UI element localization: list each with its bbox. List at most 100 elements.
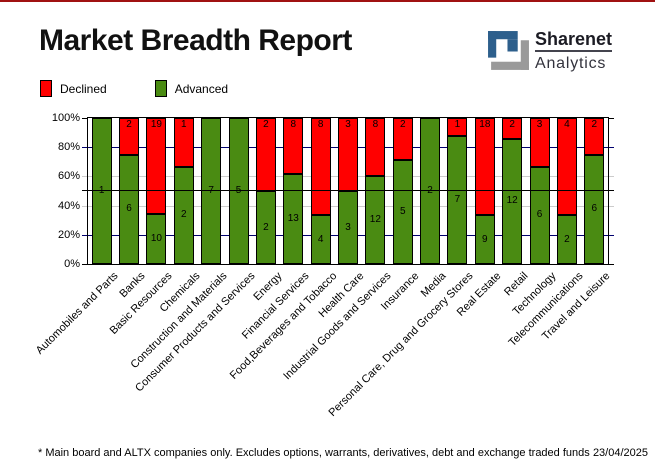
bar-value-advanced: 3 <box>345 221 351 233</box>
sharenet-logo: Sharenet Analytics <box>486 29 613 74</box>
bar-segment-advanced <box>255 191 276 264</box>
sharenet-logo-icon <box>488 31 529 70</box>
y-axis-tick-label: 100% <box>51 112 80 124</box>
bar-value-advanced: 12 <box>369 214 381 226</box>
legend-label: Declined <box>60 81 107 96</box>
y-axis-tick-label: 80% <box>57 141 80 153</box>
stacked-bar: 8 13 <box>283 118 304 264</box>
bar-value-declined: 2 <box>263 119 269 130</box>
top-accent-line <box>0 0 655 2</box>
bar-segment-advanced <box>228 118 249 264</box>
bar-value-declined: 4 <box>564 119 570 130</box>
bar-value-declined: 2 <box>591 119 598 130</box>
bar-segment-declined <box>365 118 386 177</box>
bar-value-declined: 1 <box>180 119 187 130</box>
bar-value-advanced: 13 <box>287 212 299 224</box>
bar-segment-advanced <box>420 118 441 264</box>
page-title: Market Breadth Report <box>39 24 352 57</box>
y-axis-tick <box>82 235 87 236</box>
bar-value-declined: 2 <box>399 119 406 130</box>
bar-segment-advanced <box>447 136 468 264</box>
bar-segment-advanced <box>201 118 222 264</box>
y-axis-tick-right <box>609 147 614 148</box>
bar-segment-advanced <box>365 176 386 264</box>
bar-value-advanced: 2 <box>263 221 269 233</box>
bar-segment-declined <box>119 118 140 155</box>
bar-slot: 2 12 <box>499 118 526 264</box>
bar-value-declined: 1 <box>454 119 461 130</box>
bar-value-advanced: 10 <box>150 232 162 244</box>
bar-value-advanced: 7 <box>454 194 461 206</box>
stacked-bar: 7 <box>201 118 222 264</box>
stacked-bar: 1 <box>91 118 112 264</box>
stacked-bar: 5 <box>228 118 249 264</box>
bar-value-advanced: 2 <box>180 209 187 221</box>
bar-segment-advanced <box>502 138 523 264</box>
bar-slot: 1 <box>88 118 115 264</box>
bar-slot: 5 <box>225 118 252 264</box>
bar-value-declined: 8 <box>317 119 324 130</box>
bar-segment-advanced <box>392 159 413 264</box>
bar-value-advanced: 6 <box>536 209 543 221</box>
y-axis-tick <box>82 264 87 265</box>
legend-swatch-declined-icon <box>40 80 52 97</box>
bar-value-declined: 2 <box>509 119 515 130</box>
y-axis-tick-right <box>609 118 614 119</box>
bar-segment-declined <box>173 118 194 167</box>
bar-segment-advanced <box>556 215 577 264</box>
bar-segment-declined <box>146 118 167 214</box>
bar-segment-advanced <box>337 191 358 264</box>
y-axis-tick-right <box>609 264 614 265</box>
bar-value-declined: 8 <box>290 119 297 130</box>
bar-segment-declined <box>556 118 577 216</box>
bar-slot: 18 9 <box>471 118 498 264</box>
report-date: 23/04/2025 <box>592 447 648 459</box>
bar-value-advanced: 9 <box>482 233 488 245</box>
stacked-bar: 2 12 <box>502 118 523 264</box>
bar-segment-declined <box>502 118 523 139</box>
bar-segment-declined <box>447 118 468 137</box>
bar-slot: 8 12 <box>362 118 389 264</box>
bar-segment-declined <box>529 118 550 167</box>
bar-value-advanced: 7 <box>201 186 221 196</box>
legend-swatch-advanced-icon <box>154 80 167 97</box>
stacked-bar: 2 <box>420 118 441 264</box>
bar-segment-declined <box>310 118 331 216</box>
bar-value-declined: 8 <box>372 119 379 130</box>
bar-value-advanced: 12 <box>506 195 518 207</box>
fifty-percent-reference-line <box>82 190 614 191</box>
bar-value-advanced: 2 <box>420 186 440 196</box>
bar-value-advanced: 4 <box>317 233 324 245</box>
bar-value-declined: 18 <box>479 119 491 130</box>
legend-item-declined: Declined <box>40 80 107 97</box>
y-axis-tick <box>82 176 87 177</box>
bar-value-advanced: 5 <box>229 186 249 196</box>
logo-brand-text: Sharenet <box>535 29 613 52</box>
legend-item-advanced: Advanced <box>154 80 229 97</box>
bar-segment-advanced <box>119 154 140 264</box>
bar-segment-declined <box>283 118 304 174</box>
stacked-bar: 8 12 <box>365 118 386 264</box>
y-axis-tick-right <box>609 176 614 177</box>
legend-label: Advanced <box>174 81 229 96</box>
footnote: * Main board and ALTX companies only. Ex… <box>38 447 590 459</box>
bar-value-declined: 19 <box>150 119 162 130</box>
y-axis-tick <box>82 147 87 148</box>
bar-value-advanced: 5 <box>399 205 406 217</box>
bar-value-declined: 2 <box>126 119 132 130</box>
